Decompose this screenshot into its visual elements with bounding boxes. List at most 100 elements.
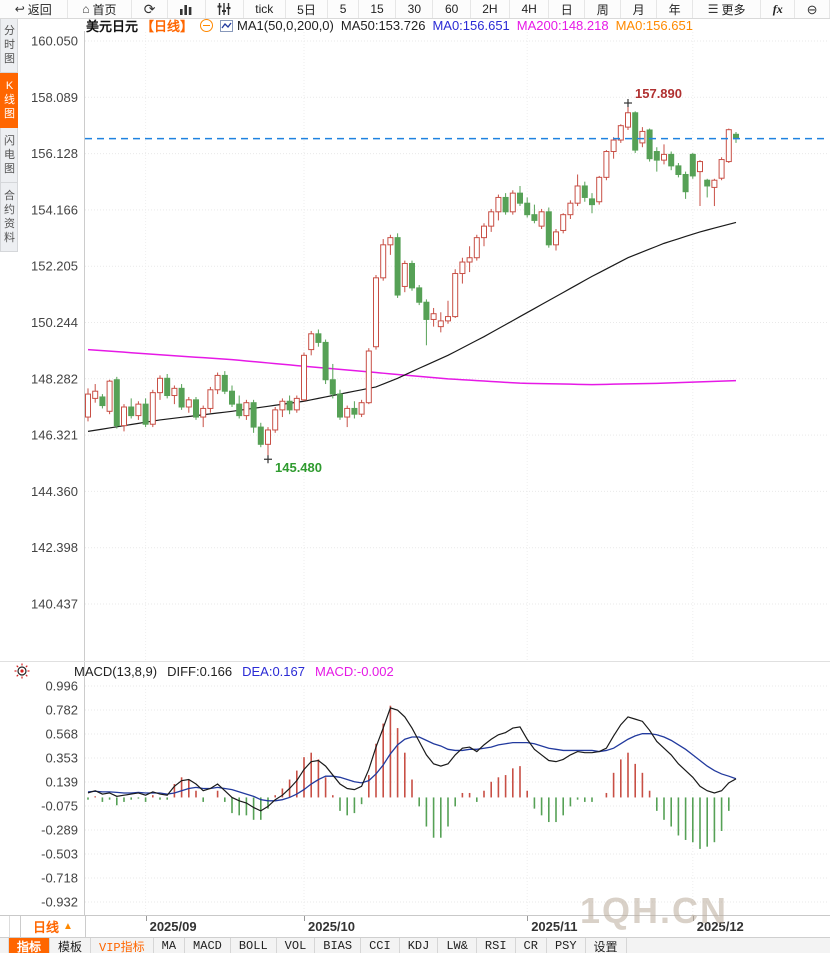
- svg-text:0.139: 0.139: [45, 775, 78, 790]
- ma-settings-icon[interactable]: [220, 19, 234, 32]
- svg-text:154.166: 154.166: [31, 202, 78, 217]
- svg-text:157.890: 157.890: [635, 86, 682, 101]
- x-axis-label: 2025/12: [696, 919, 744, 934]
- svg-text:-0.075: -0.075: [41, 799, 78, 814]
- indicator-button[interactable]: 指标: [9, 938, 51, 953]
- svg-text:148.282: 148.282: [31, 371, 78, 386]
- home-icon: ⌂: [82, 2, 90, 16]
- svg-text:0.996: 0.996: [45, 679, 78, 694]
- period-button[interactable]: 月: [621, 0, 658, 18]
- period-button[interactable]: 30: [396, 0, 434, 18]
- svg-text:-0.289: -0.289: [41, 823, 78, 838]
- svg-text:0.353: 0.353: [45, 751, 78, 766]
- indicator-button[interactable]: MACD: [185, 938, 231, 953]
- ma50-value: MA50:153.726: [340, 18, 426, 33]
- indicator-button[interactable]: VOL: [277, 938, 316, 953]
- x-axis-label: 2025/11: [531, 919, 578, 934]
- timeframe-selector[interactable]: 日线 ▲: [20, 916, 86, 937]
- svg-text:146.321: 146.321: [31, 428, 78, 443]
- refresh-icon: ⟳: [143, 1, 156, 17]
- indicator-button[interactable]: MA: [154, 938, 186, 953]
- period-button[interactable]: 2H: [471, 0, 511, 18]
- indicator-button[interactable]: KDJ: [400, 938, 439, 953]
- svg-text:158.089: 158.089: [31, 90, 78, 105]
- svg-text:-0.718: -0.718: [41, 871, 78, 886]
- svg-text:0.782: 0.782: [45, 703, 78, 718]
- period-button[interactable]: tick: [244, 0, 286, 18]
- indicator-button[interactable]: LW&: [438, 938, 477, 953]
- period-button[interactable]: 60: [433, 0, 471, 18]
- x-axis-row: 日线 ▲ 2025/09 2025/10 2025/11 2025/12: [0, 915, 830, 938]
- axis-divider: [9, 916, 10, 937]
- indicator-settings-button[interactable]: [206, 0, 244, 18]
- period-button[interactable]: 4H: [510, 0, 550, 18]
- indicator-button[interactable]: 设置: [586, 938, 627, 953]
- indicator-button[interactable]: RSI: [477, 938, 516, 953]
- top-toolbar: ↩ 返回 ⌂ 首页 ⟳ tick 5日 5 15 30 60 2H 4H 日周月年 ☰ 更多 f…: [0, 0, 830, 19]
- month-tick: [692, 916, 694, 921]
- bar-chart-icon: [180, 5, 192, 15]
- period-button[interactable]: 周: [585, 0, 622, 18]
- indicator-button[interactable]: PSY: [547, 938, 586, 953]
- home-label: 首页: [92, 2, 117, 17]
- indicator-button[interactable]: CR: [516, 938, 547, 953]
- bottom-bar-spacer: [0, 938, 9, 953]
- period-button[interactable]: 年: [657, 0, 694, 18]
- indicator-button[interactable]: BOLL: [231, 938, 277, 953]
- svg-text:150.244: 150.244: [31, 315, 78, 330]
- fx-formula-button[interactable]: fx: [761, 0, 796, 18]
- indicator-button[interactable]: 模板: [50, 938, 92, 953]
- month-tick: [304, 916, 305, 921]
- sidebar-tab[interactable]: 合约资料: [0, 183, 18, 252]
- period-button[interactable]: 15: [359, 0, 397, 18]
- kline-chart-type-button[interactable]: [168, 0, 206, 18]
- month-tick: [145, 916, 147, 921]
- x-axis-label: 2025/09: [149, 919, 197, 934]
- back-arrow-icon: ↩: [14, 2, 25, 16]
- sidebar-tab[interactable]: 闪电图: [0, 128, 18, 183]
- collapse-icon[interactable]: [200, 19, 214, 32]
- refresh-button[interactable]: ⟳: [132, 0, 168, 18]
- sidebar-tab[interactable]: K线图: [0, 73, 18, 128]
- svg-text:156.128: 156.128: [31, 146, 78, 161]
- zoom-out-icon: ⊖: [806, 1, 818, 17]
- ma0-value-blue: MA0:156.651: [432, 18, 510, 33]
- period-button[interactable]: 5日: [286, 0, 329, 18]
- period-tag: 【日线】: [141, 19, 194, 34]
- svg-text:144.360: 144.360: [31, 484, 78, 499]
- macd-params: MACD(13,8,9): [74, 663, 158, 679]
- svg-text:145.480: 145.480: [275, 460, 322, 475]
- sidebar-tab[interactable]: 分时图: [0, 18, 18, 73]
- indicator-button[interactable]: CCI: [361, 938, 400, 953]
- svg-text:-0.932: -0.932: [41, 895, 78, 910]
- svg-text:160.050: 160.050: [31, 34, 78, 49]
- chart-title-bar: 美元日元 【日线】 MA1(50,0,200,0) MA50:153.726 M…: [86, 18, 693, 34]
- period-button[interactable]: 日: [549, 0, 586, 18]
- period-button[interactable]: 5: [328, 0, 359, 18]
- ma200-value: MA200:148.218: [516, 18, 609, 33]
- macd-settings-sun-icon[interactable]: [14, 663, 30, 679]
- more-label: 更多: [721, 2, 746, 17]
- chart-type-sidebar: 分时图 K线图 闪电图 合约资料: [0, 18, 18, 252]
- svg-text:0.568: 0.568: [45, 727, 78, 742]
- back-button[interactable]: ↩ 返回: [0, 0, 68, 18]
- indicator-button[interactable]: BIAS: [315, 938, 362, 953]
- macd-diff-value: DIFF:0.166: [167, 663, 233, 679]
- svg-text:152.205: 152.205: [31, 259, 78, 274]
- menu-icon: ☰: [707, 2, 719, 16]
- svg-text:-0.503: -0.503: [41, 847, 78, 862]
- bottom-indicator-bar: 指标 模板 VIP指标 MA MACD BOLL VOL BIAS CCI KDJ LW& RSI CR…: [0, 937, 830, 953]
- ma0-value-orange: MA0:156.651: [615, 18, 693, 33]
- indicator-button[interactable]: VIP指标: [91, 938, 154, 953]
- svg-text:142.398: 142.398: [31, 540, 78, 555]
- home-button[interactable]: ⌂ 首页: [68, 0, 133, 18]
- macd-header: MACD(13,8,9) DIFF:0.166 DEA:0.167 MACD:-…: [0, 662, 830, 680]
- x-axis-label: 2025/10: [308, 919, 355, 934]
- fx-label: fx: [772, 1, 783, 16]
- macd-hist-value: MACD:-0.002: [314, 663, 394, 679]
- zoom-out-button[interactable]: ⊖: [795, 0, 830, 18]
- sliders-icon: [217, 3, 231, 15]
- more-button[interactable]: ☰ 更多: [693, 0, 762, 18]
